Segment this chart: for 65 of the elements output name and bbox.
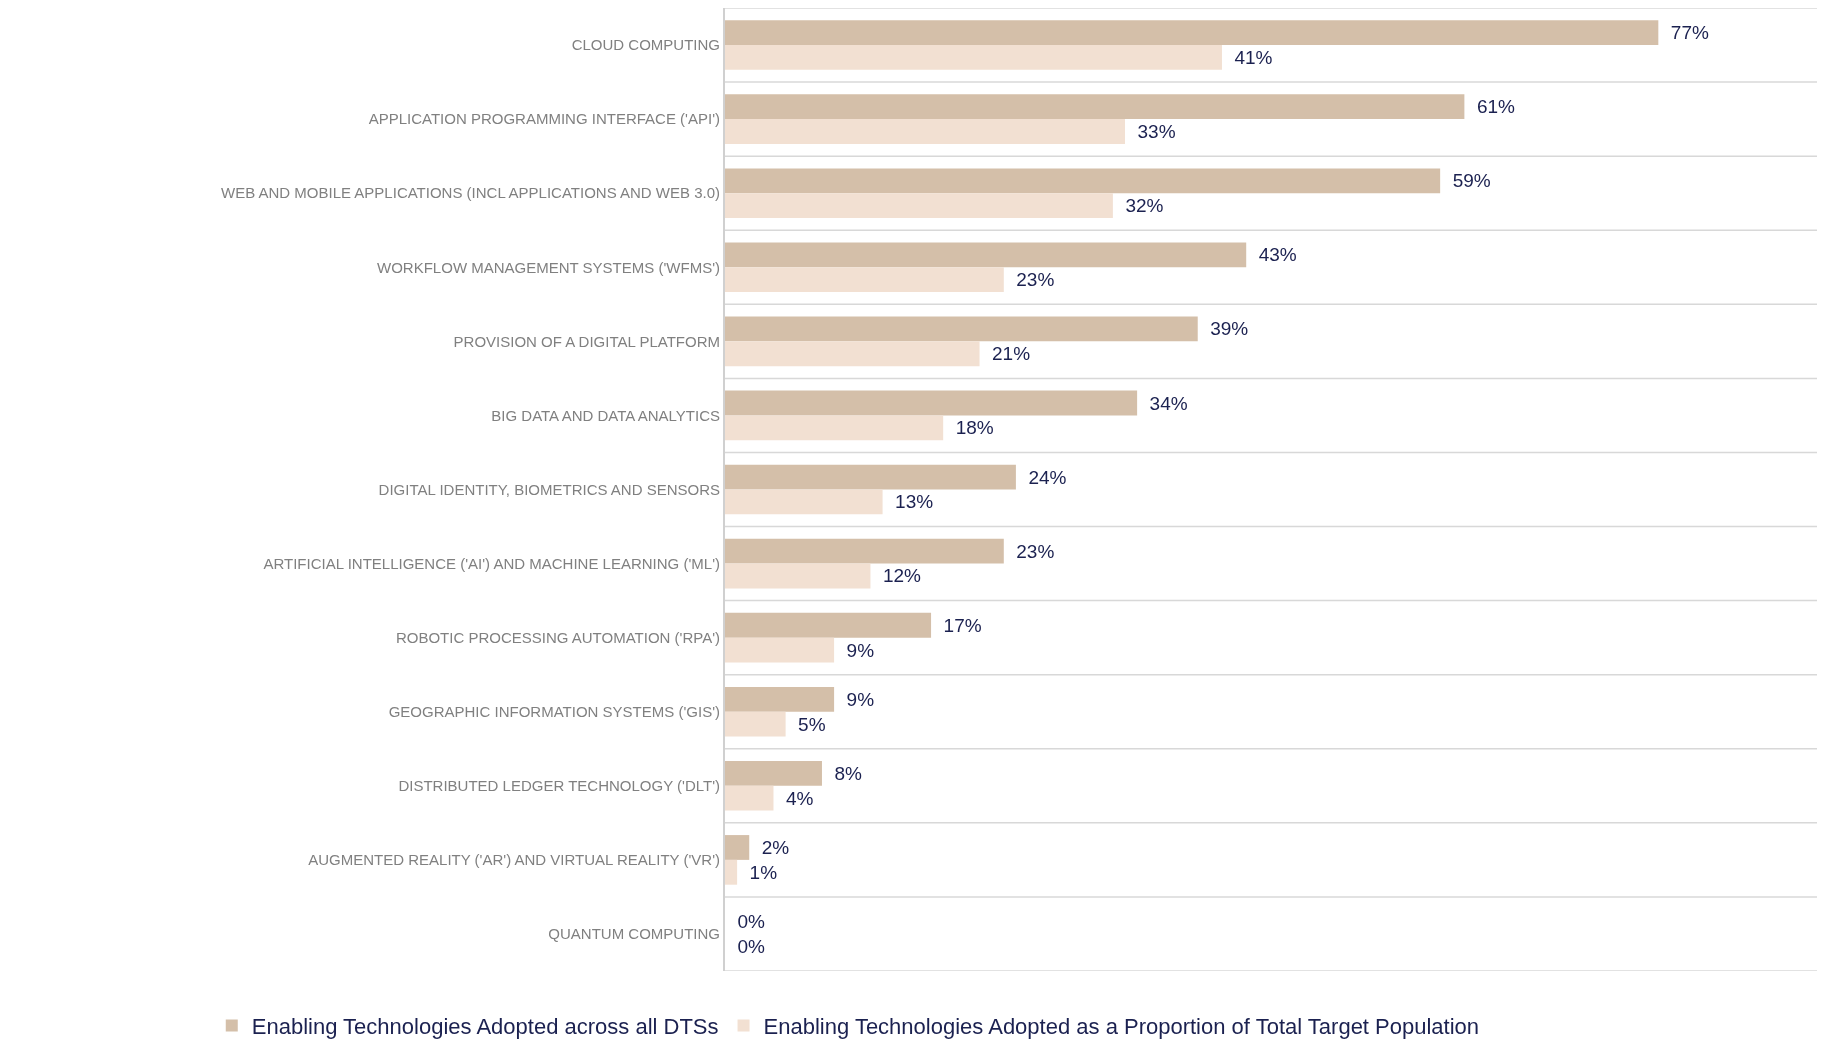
- bar: [725, 45, 1222, 70]
- legend-label: Enabling Technologies Adopted as a Proportion of Total Target Population: [763, 1014, 1480, 1040]
- data-label: 59%: [1443, 170, 1491, 192]
- data-label: 5%: [788, 713, 826, 735]
- data-label: 21%: [982, 343, 1031, 365]
- data-label: 61%: [1467, 96, 1516, 118]
- bar: [725, 267, 1004, 293]
- bar: [725, 415, 944, 441]
- bar: [725, 489, 883, 515]
- bar: [725, 835, 750, 860]
- y-tick-label: WEB AND MOBILE APPLICATIONS (INCL APPLICATIONS AND WEB 3.0): [220, 184, 720, 202]
- data-label: 8%: [824, 762, 863, 784]
- data-label: 1%: [740, 861, 778, 883]
- y-tick-label: DISTRIBUTED LEDGER TECHNOLOGY ('DLT'): [398, 777, 720, 795]
- data-label: 43%: [1249, 244, 1297, 266]
- bar: [725, 341, 980, 367]
- data-label: 0%: [728, 911, 766, 933]
- data-label: 0%: [728, 935, 766, 957]
- data-label: 32%: [1115, 195, 1164, 217]
- y-tick-label: DIGITAL IDENTITY, BIOMETRICS AND SENSORS: [378, 480, 720, 498]
- bar: [725, 20, 1659, 46]
- data-label: 18%: [946, 417, 994, 439]
- y-tick-label: WORKFLOW MANAGEMENT SYSTEMS ('WFMS'): [377, 258, 720, 276]
- data-label: 9%: [837, 688, 875, 710]
- data-label: 9%: [837, 639, 875, 661]
- bar: [725, 94, 1465, 120]
- data-label: 77%: [1661, 22, 1709, 44]
- y-tick-label: ARTIFICIAL INTELLIGENCE ('AI') AND MACHINE LEARNING ('ML'): [263, 554, 720, 572]
- data-label: 39%: [1200, 318, 1249, 340]
- data-label: 2%: [752, 836, 790, 858]
- bar: [725, 242, 1247, 268]
- data-label: 41%: [1224, 46, 1273, 68]
- bar: [725, 637, 835, 663]
- bar: [725, 168, 1441, 194]
- legend-label: Enabling Technologies Adopted across all DTSs: [251, 1014, 719, 1040]
- data-label: 24%: [1018, 466, 1067, 488]
- bar: [725, 538, 1004, 564]
- bar: [725, 785, 774, 811]
- data-label: 23%: [1006, 540, 1055, 562]
- bar: [725, 316, 1198, 342]
- bar: [725, 859, 738, 885]
- y-tick-label: CLOUD COMPUTING: [571, 36, 720, 54]
- bar: [725, 563, 871, 589]
- y-tick-label: BIG DATA AND DATA ANALYTICS: [491, 406, 720, 424]
- bar: [725, 711, 786, 737]
- bar: [725, 464, 1016, 490]
- y-tick-label: APPLICATION PROGRAMMING INTERFACE ('API'): [368, 110, 720, 128]
- data-label: 17%: [934, 614, 982, 636]
- data-label: 23%: [1006, 269, 1055, 291]
- y-tick-label: PROVISION OF A DIGITAL PLATFORM: [453, 332, 720, 350]
- data-label: 33%: [1128, 121, 1176, 143]
- bar: [725, 612, 932, 638]
- y-tick-label: GEOGRAPHIC INFORMATION SYSTEMS ('GIS'): [388, 702, 720, 720]
- y-tick-label: QUANTUM COMPUTING: [548, 925, 720, 943]
- y-tick-label: AUGMENTED REALITY ('AR') AND VIRTUAL REALITY ('VR'): [308, 851, 720, 869]
- bar: [725, 119, 1125, 144]
- data-label: 4%: [776, 787, 814, 809]
- data-label: 13%: [885, 491, 934, 513]
- bar: [725, 686, 835, 712]
- data-label: 12%: [873, 565, 922, 587]
- y-tick-label: ROBOTIC PROCESSING AUTOMATION ('RPA'): [395, 628, 720, 646]
- bar: [725, 760, 822, 786]
- data-label: 34%: [1140, 392, 1188, 414]
- bar: [725, 193, 1113, 219]
- bar: [725, 390, 1138, 416]
